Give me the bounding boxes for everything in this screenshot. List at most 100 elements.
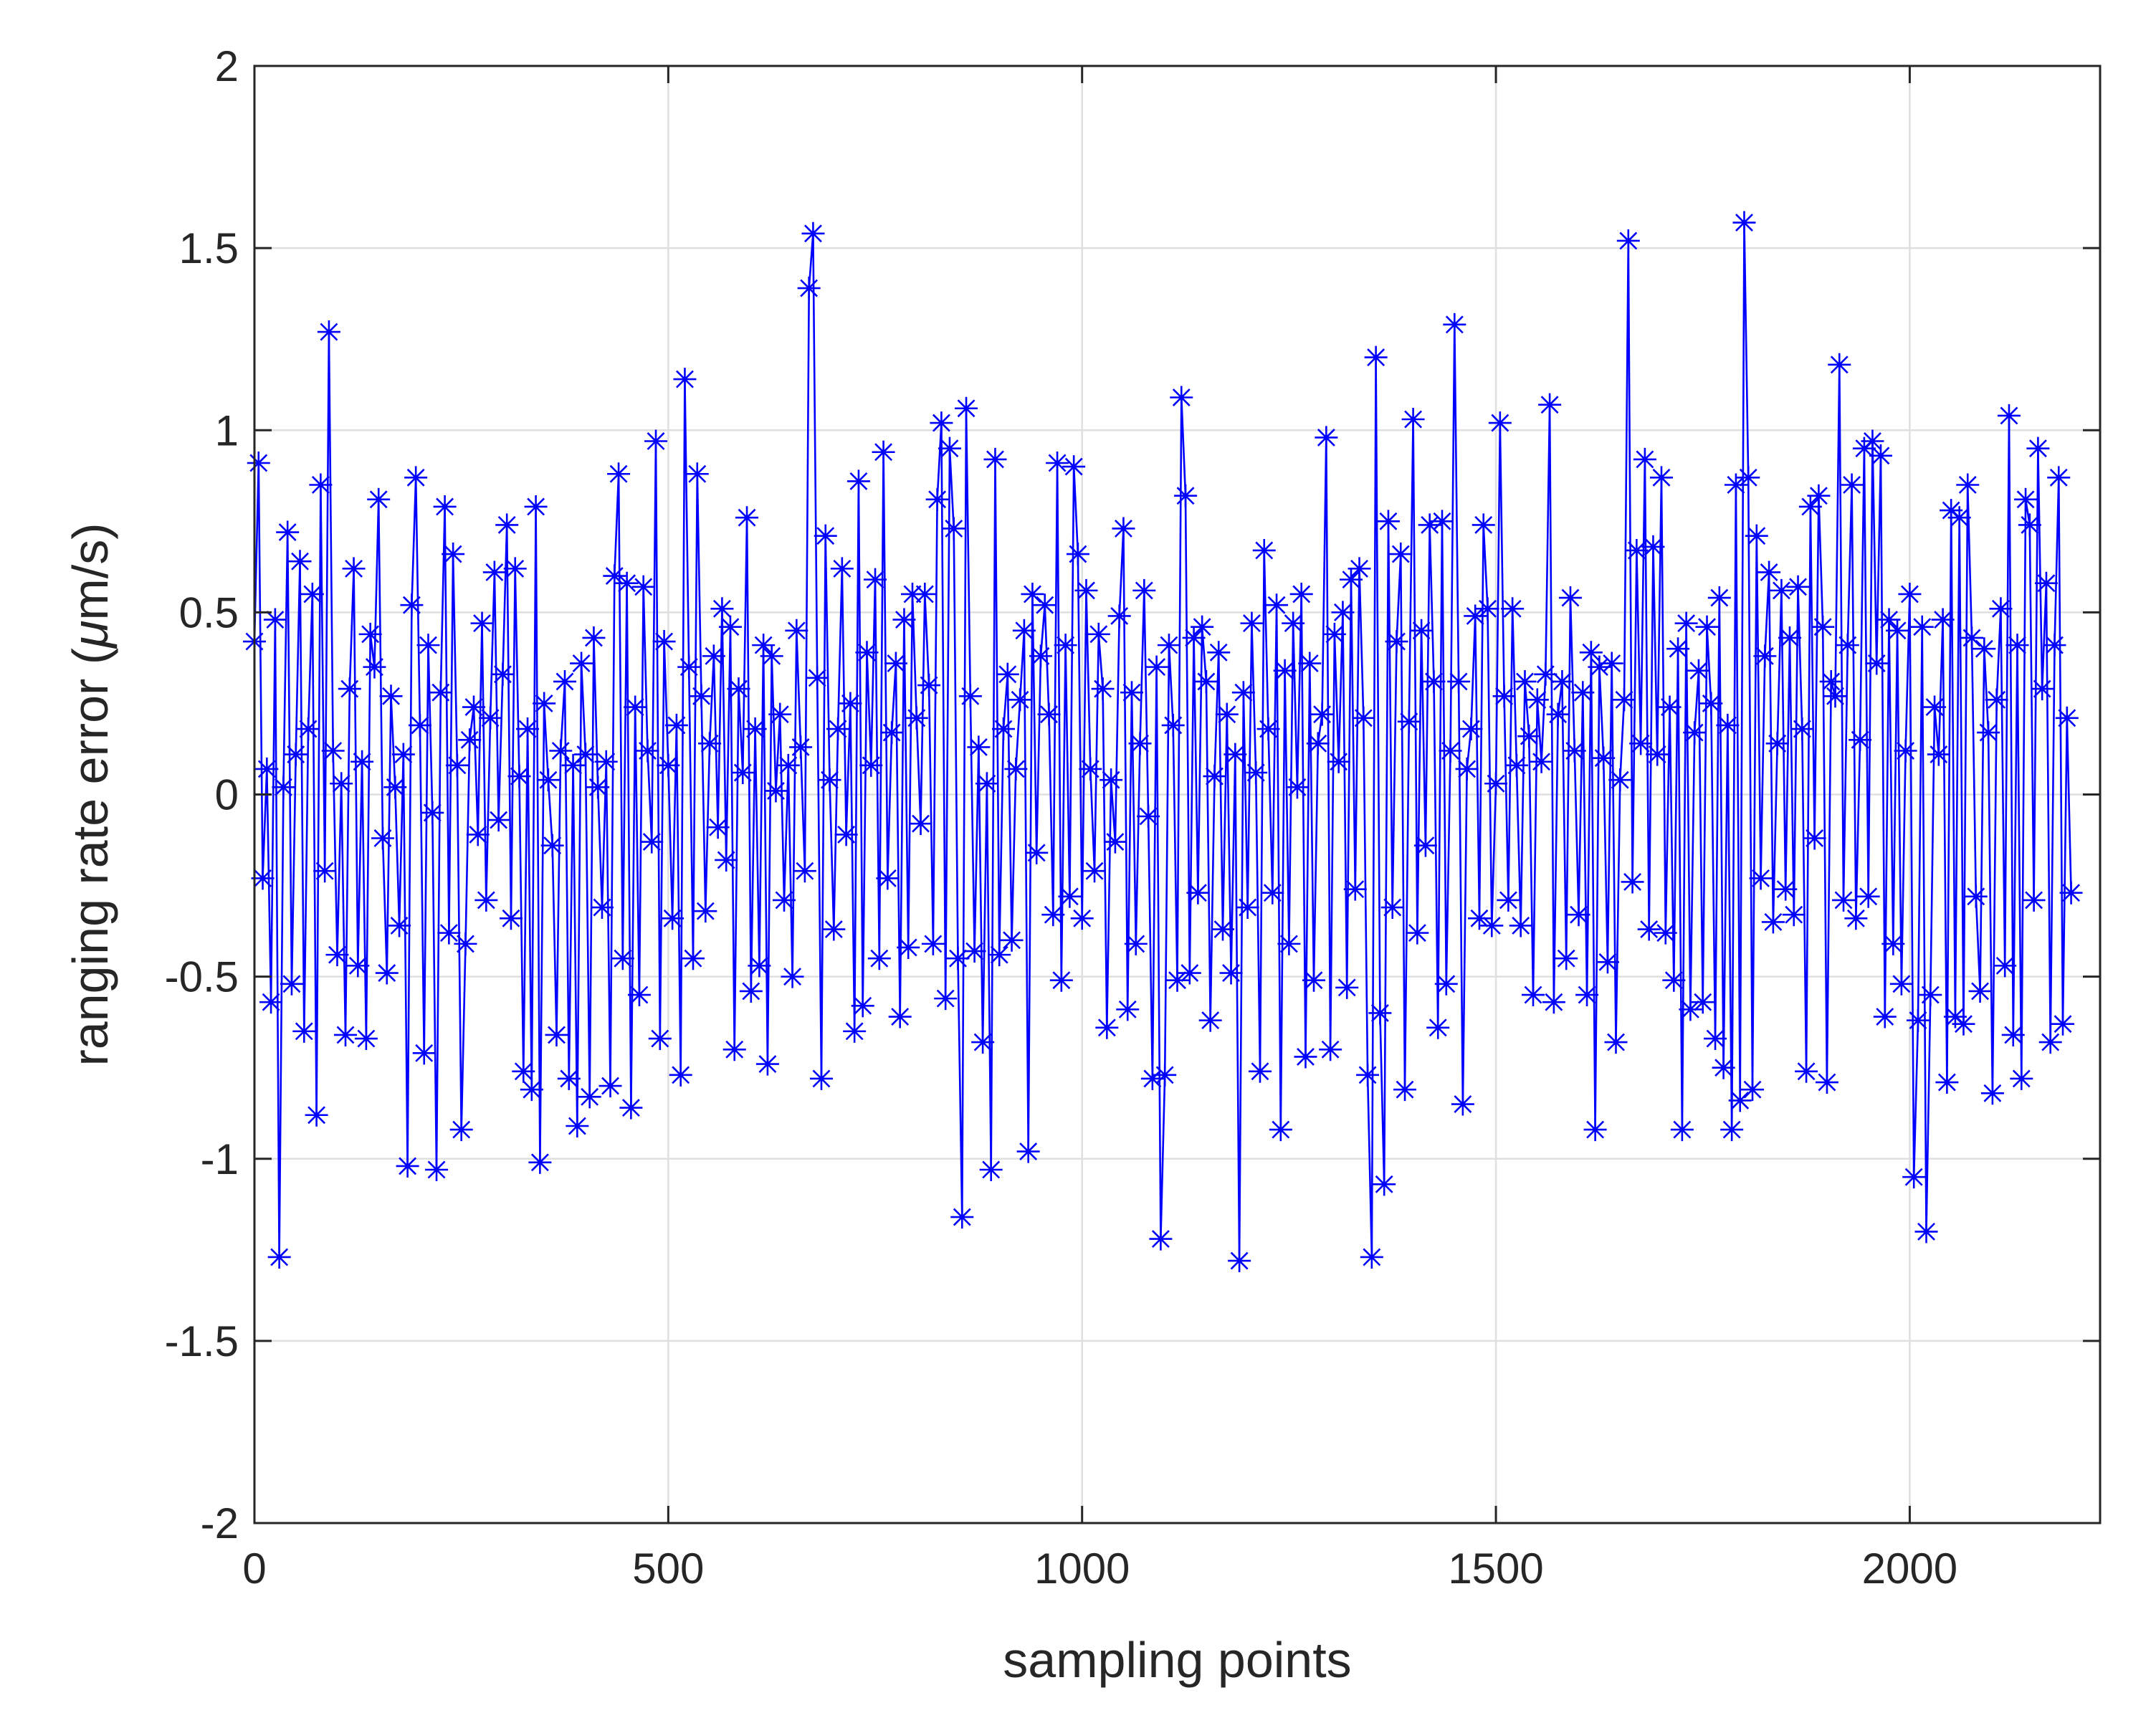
- data-point-marker: [474, 888, 498, 912]
- data-point-marker: [1058, 884, 1082, 908]
- data-point-marker: [1695, 615, 1719, 639]
- data-point-marker: [317, 320, 340, 344]
- data-point-marker: [1765, 732, 1789, 755]
- data-point-marker: [843, 1019, 867, 1043]
- data-point-marker: [897, 935, 920, 959]
- data-point-marker: [1902, 1165, 1926, 1189]
- data-point-marker: [1224, 743, 1247, 766]
- data-point-marker: [1819, 669, 1843, 693]
- data-point-marker: [1182, 626, 1206, 649]
- y-tick-labels: -2 -1.5 -1 -0.5 0 0.5 1 1.5 2: [165, 42, 239, 1547]
- data-point-marker: [590, 896, 614, 920]
- data-point-marker: [669, 1063, 692, 1087]
- data-point-marker: [913, 582, 937, 606]
- data-point-marker: [561, 753, 585, 777]
- data-point-marker: [979, 1158, 1003, 1181]
- data-point-marker: [383, 776, 407, 799]
- data-point-marker: [276, 520, 300, 544]
- data-point-marker: [950, 1206, 974, 1229]
- data-point-marker: [1451, 1092, 1474, 1116]
- data-point-marker: [1434, 972, 1458, 996]
- data-point-marker: [2043, 634, 2066, 657]
- data-point-marker: [1198, 1008, 1222, 1032]
- data-point-marker: [263, 608, 287, 631]
- data-point-marker: [1231, 681, 1255, 705]
- data-point-marker: [1753, 644, 1777, 668]
- y-tick-label: 1: [215, 406, 239, 454]
- data-point-marker: [652, 630, 676, 654]
- data-point-marker: [1302, 968, 1326, 992]
- data-point-marker: [2051, 1012, 2075, 1036]
- data-point-marker: [354, 1027, 378, 1051]
- data-point-marker: [1380, 896, 1404, 920]
- data-point-marker: [1203, 765, 1226, 788]
- data-point-marker: [466, 823, 490, 846]
- data-point-marker: [1782, 903, 1806, 927]
- data-point-marker: [1480, 914, 1504, 937]
- data-point-marker: [1083, 859, 1107, 883]
- data-point-marker: [1509, 914, 1532, 937]
- data-point-marker: [1256, 717, 1280, 741]
- data-point-marker: [755, 1052, 779, 1076]
- data-point-marker: [1728, 1089, 1752, 1112]
- data-point-marker: [536, 768, 560, 792]
- data-point-marker: [1646, 743, 1669, 766]
- data-point-marker: [1128, 732, 1152, 755]
- data-point-marker: [321, 739, 345, 763]
- data-point-marker: [603, 564, 626, 588]
- data-point-marker: [694, 899, 717, 923]
- data-point-marker: [1343, 877, 1367, 901]
- data-point-marker: [1319, 1038, 1342, 1061]
- data-point-marker: [615, 571, 639, 595]
- data-point-marker: [1273, 659, 1297, 682]
- data-point-marker: [1459, 717, 1483, 741]
- x-tick-label: 500: [632, 1545, 704, 1593]
- data-point-marker: [946, 947, 970, 970]
- data-point-marker: [247, 451, 270, 474]
- data-point-marker: [822, 917, 846, 941]
- data-point-marker: [495, 513, 519, 537]
- data-point-marker: [607, 462, 631, 486]
- data-point-marker: [2034, 571, 2058, 595]
- data-point-marker: [627, 983, 651, 1007]
- data-point-marker: [1600, 652, 1623, 675]
- data-point-marker: [594, 750, 618, 773]
- y-tick-label: 2: [215, 42, 239, 90]
- data-point-marker: [1016, 1140, 1040, 1163]
- data-point-marker: [768, 702, 792, 726]
- data-point-marker: [1112, 517, 1135, 540]
- data-point-marker: [573, 743, 597, 766]
- data-point-marker: [1157, 634, 1180, 657]
- data-point-marker: [619, 1096, 643, 1120]
- data-point-marker: [566, 1115, 589, 1138]
- data-point-marker: [1873, 1005, 1897, 1029]
- data-point-marker: [2022, 888, 2046, 912]
- data-point-marker: [1215, 702, 1239, 726]
- data-point-marker: [1774, 877, 1798, 901]
- data-point-marker: [1625, 538, 1649, 562]
- data-point-marker: [644, 429, 668, 453]
- series-markers: [243, 211, 2083, 1273]
- data-point-marker: [1327, 750, 1350, 773]
- data-point-marker: [892, 608, 916, 631]
- data-point-marker: [1100, 768, 1123, 792]
- y-axis-title: ranging rate error (μm/s): [62, 522, 118, 1066]
- y-tick-label: 0.5: [179, 588, 239, 636]
- data-point-marker: [1534, 662, 1558, 686]
- data-point-marker: [1294, 1045, 1317, 1069]
- data-point-marker: [1575, 983, 1599, 1007]
- data-point-marker: [516, 717, 540, 741]
- data-point-marker: [930, 411, 953, 435]
- data-point-marker: [1980, 1082, 2004, 1105]
- data-series: [243, 211, 2083, 1273]
- data-point-marker: [1947, 506, 1971, 530]
- data-point-marker: [664, 713, 688, 737]
- data-point-marker: [578, 1085, 601, 1109]
- data-point-marker: [958, 684, 982, 708]
- data-point-marker: [706, 816, 730, 839]
- data-point-marker: [1066, 543, 1089, 566]
- data-point-marker: [1484, 772, 1508, 796]
- data-point-marker: [1927, 743, 1950, 766]
- data-point-marker: [1352, 706, 1375, 730]
- data-point-marker: [1174, 484, 1198, 507]
